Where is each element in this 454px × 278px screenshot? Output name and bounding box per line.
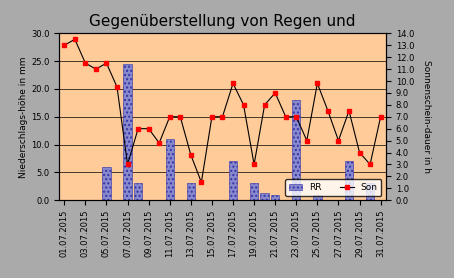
Y-axis label: Sonnenschein-dauer in h: Sonnenschein-dauer in h (422, 60, 431, 173)
Title: Gegenüberstellung von Regen und: Gegenüberstellung von Regen und (89, 14, 356, 29)
Bar (123, 64, 132, 200)
Bar (166, 139, 174, 200)
Y-axis label: Niederschlags-höhe in mm: Niederschlags-höhe in mm (19, 56, 28, 178)
Bar (271, 195, 279, 200)
Bar (187, 183, 195, 200)
Bar (229, 161, 237, 200)
Bar (345, 161, 353, 200)
Bar (292, 100, 301, 200)
Bar (313, 195, 321, 200)
Bar (261, 193, 269, 200)
Legend: RR, Son: RR, Son (285, 179, 381, 196)
Bar (366, 183, 374, 200)
Bar (250, 183, 258, 200)
Bar (102, 167, 111, 200)
Bar (134, 183, 142, 200)
